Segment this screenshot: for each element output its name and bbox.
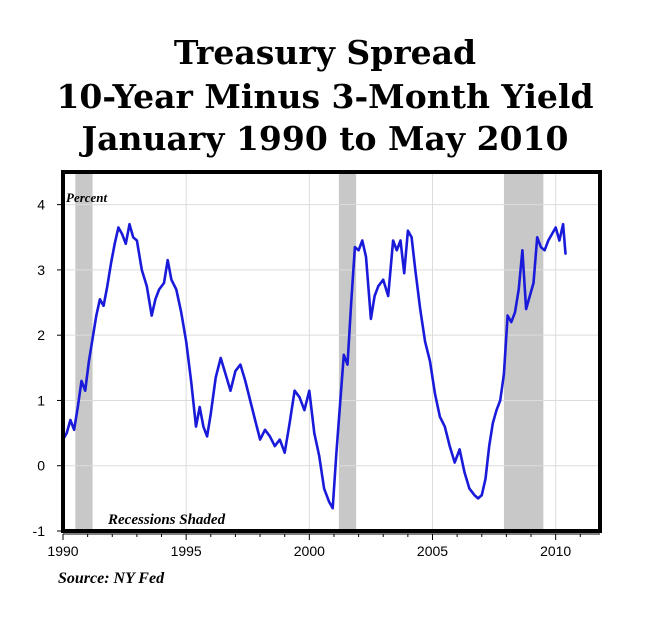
y-tick-label-2: 1 [37, 392, 45, 408]
source-note: Source: NY Fed [58, 570, 165, 587]
y-axis-label: Percent [66, 190, 108, 205]
x-tick-label-2: 2000 [294, 543, 325, 559]
y-tick-label-3: 2 [37, 327, 45, 343]
chart-title-line-1: Treasury Spread [173, 33, 477, 72]
y-tick-label-5: 4 [37, 197, 45, 213]
x-tick-label-3: 2005 [417, 543, 448, 559]
spread-series-line [61, 222, 567, 510]
y-tick-label-0: -1 [33, 523, 46, 539]
recession-band-0 [75, 172, 93, 531]
x-tick-label-1: 1995 [171, 543, 202, 559]
plot-frame [61, 170, 602, 533]
y-tick-label-4: 3 [37, 262, 45, 278]
y-tick-label-1: 0 [37, 458, 45, 474]
x-tick-label-4: 2010 [540, 543, 571, 559]
x-tick-label-0: 1990 [47, 543, 78, 559]
recession-band-2 [503, 172, 544, 531]
chart-title-line-3: January 1990 to May 2010 [81, 119, 569, 158]
recessions-annotation: Recessions Shaded [107, 512, 226, 528]
chart-title-line-2: 10-Year Minus 3-Month Yield [56, 77, 594, 116]
